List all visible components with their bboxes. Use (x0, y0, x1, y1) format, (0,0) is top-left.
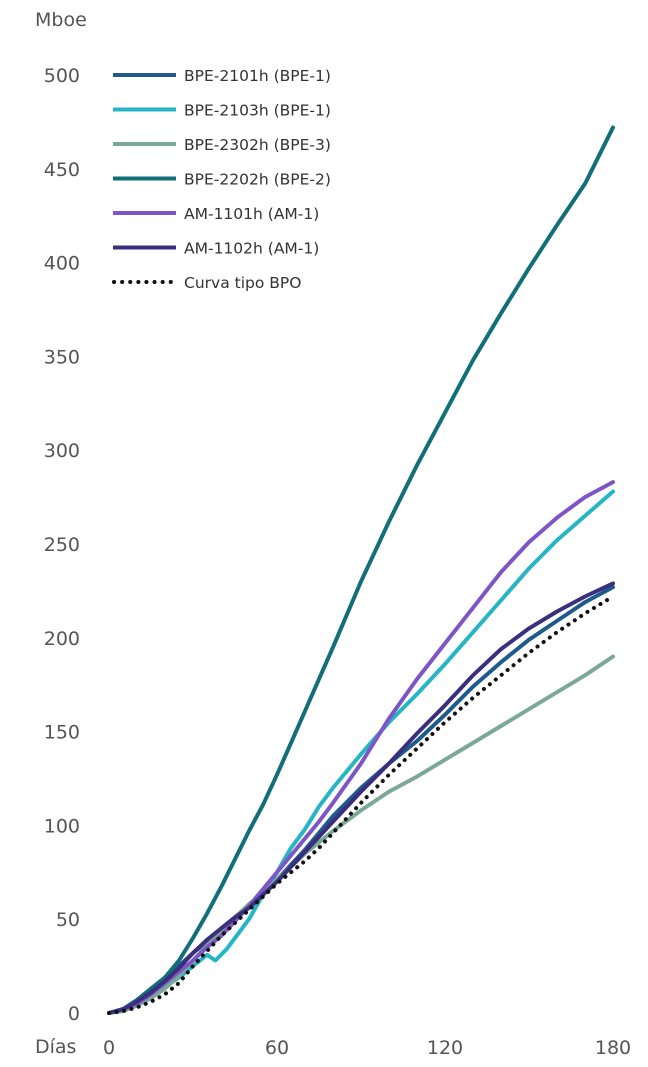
y-axis-title: Mboe (35, 9, 87, 31)
series-line (107, 581, 615, 1015)
series-lines (107, 125, 615, 1015)
y-tick-label: 300 (44, 440, 80, 462)
y-tick-label: 400 (44, 253, 80, 275)
legend-label: Curva tipo BPO (184, 274, 301, 292)
legend: BPE-2101h (BPE-1) BPE-2103h (BPE-1) BPE-23… (112, 67, 331, 292)
legend-label: AM-1101h (AM-1) (184, 205, 319, 223)
x-tick-label: 180 (595, 1037, 631, 1059)
legend-label: BPE-2103h (BPE-1) (184, 102, 331, 120)
y-tick-label: 50 (56, 909, 80, 931)
legend-label: AM-1102h (AM-1) (184, 240, 319, 258)
y-tick-label: 250 (44, 534, 80, 556)
x-tick-label: 120 (427, 1037, 463, 1059)
y-tick-label: 450 (44, 159, 80, 181)
y-tick-label: 500 (44, 65, 80, 87)
legend-label: BPE-2302h (BPE-3) (184, 136, 331, 154)
y-tick-label: 350 (44, 346, 80, 368)
legend-label: BPE-2101h (BPE-1) (184, 67, 331, 85)
y-tick-label: 100 (44, 815, 80, 837)
legend-label: BPE-2202h (BPE-2) (184, 171, 331, 189)
x-tick-label: 60 (265, 1037, 289, 1059)
x-tick-label: 0 (103, 1037, 115, 1059)
series-line (107, 489, 615, 1015)
y-axis-ticks: 0 50 100 150 200 250 300 350 400 450 500 (44, 65, 80, 1025)
y-tick-label: 0 (68, 1003, 80, 1025)
x-axis-ticks: 0 60 120 180 (103, 1037, 631, 1059)
series-line (107, 594, 615, 1015)
series-line (107, 125, 615, 1015)
x-axis-title: Días (35, 1036, 76, 1058)
y-tick-label: 150 (44, 722, 80, 744)
y-tick-label: 200 (44, 628, 80, 650)
